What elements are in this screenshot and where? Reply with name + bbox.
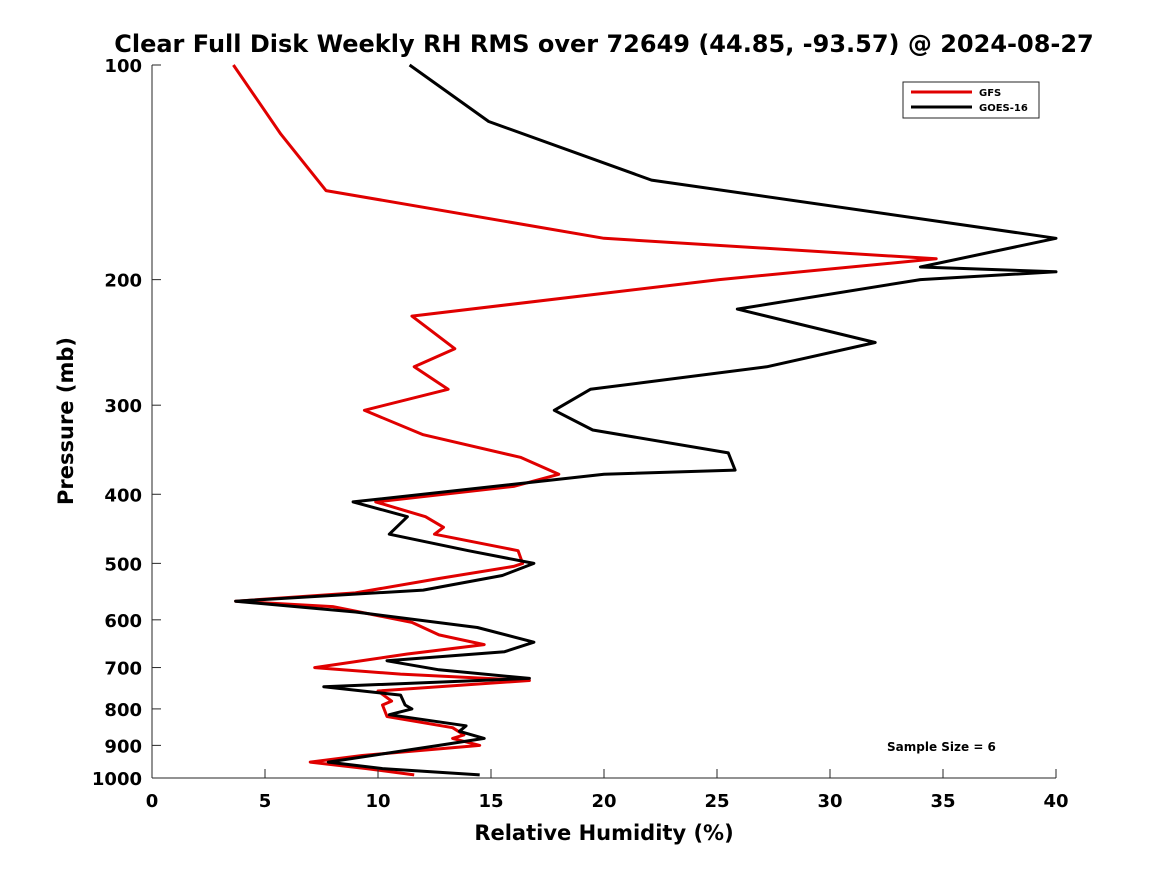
x-tick-label: 30 bbox=[817, 791, 842, 812]
x-tick-label: 5 bbox=[259, 791, 272, 812]
legend: GFS GOES-16 bbox=[902, 81, 1040, 119]
y-tick-label: 400 bbox=[104, 485, 142, 506]
x-tick-label: 10 bbox=[365, 791, 390, 812]
y-tick-label: 600 bbox=[104, 611, 142, 632]
series-line-gfs bbox=[232, 64, 938, 777]
legend-label-goes16: GOES-16 bbox=[979, 103, 1028, 114]
x-tick-label: 25 bbox=[704, 791, 729, 812]
x-tick-label: 20 bbox=[591, 791, 616, 812]
y-tick-label: 300 bbox=[104, 396, 142, 417]
y-ticks: 100 200 300 400 500 600 700 800 900 1000 bbox=[92, 56, 161, 790]
y-tick-label: 900 bbox=[104, 736, 142, 757]
y-tick-label: 100 bbox=[104, 56, 142, 77]
x-tick-label: 15 bbox=[478, 791, 503, 812]
x-ticks: 0 5 10 15 20 25 30 35 40 bbox=[146, 769, 1069, 812]
x-tick-label: 40 bbox=[1043, 791, 1068, 812]
x-tick-label: 35 bbox=[930, 791, 955, 812]
y-tick-label: 800 bbox=[104, 700, 142, 721]
plot-area bbox=[152, 65, 1056, 778]
legend-box bbox=[902, 81, 1040, 119]
y-tick-label: 200 bbox=[104, 271, 142, 292]
x-tick-label: 0 bbox=[146, 791, 159, 812]
series-layer bbox=[232, 63, 1058, 777]
y-tick-label: 1000 bbox=[92, 769, 142, 790]
x-axis-label: Relative Humidity (%) bbox=[474, 821, 733, 845]
legend-label-gfs: GFS bbox=[979, 88, 1001, 99]
y-tick-label: 700 bbox=[104, 659, 142, 680]
chart-title: Clear Full Disk Weekly RH RMS over 72649… bbox=[114, 30, 1094, 58]
sample-size-annotation: Sample Size = 6 bbox=[887, 740, 996, 754]
y-tick-label: 500 bbox=[104, 554, 142, 575]
series-line-goes16 bbox=[234, 63, 1058, 777]
y-axis-label: Pressure (mb) bbox=[54, 337, 78, 505]
